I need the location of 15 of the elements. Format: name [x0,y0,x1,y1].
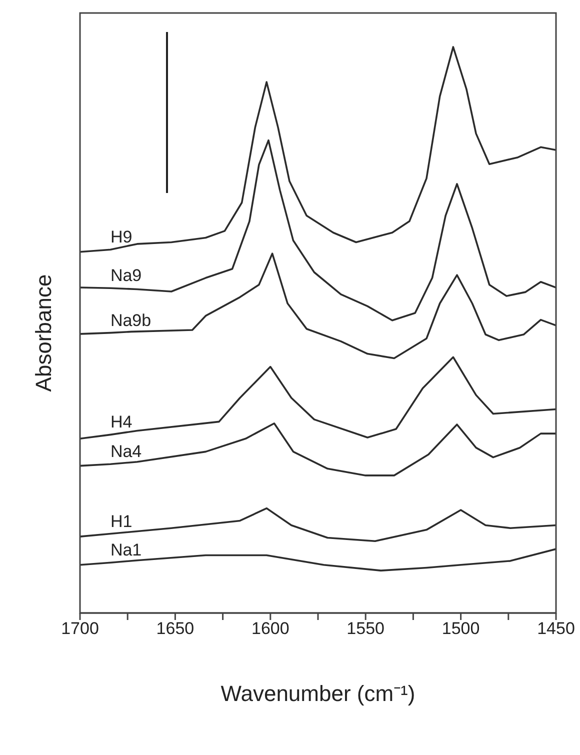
series-label: H1 [110,512,132,531]
x-tick-label: 1700 [61,619,99,638]
x-tick-label: 1600 [251,619,290,638]
x-axis-title: Wavenumber (cm⁻¹) [220,681,416,706]
x-tick-label: 1500 [442,619,480,638]
series-label: Na4 [110,442,142,462]
series-label: Na9 [110,266,142,286]
series-label: H9 [110,228,132,247]
series-label: H4 [110,412,132,432]
x-tick-label: 1550 [346,619,385,638]
x-tick-label: 1650 [156,619,194,638]
series-label: Na9b [110,310,152,330]
y-axis-title: Absorbance [31,274,57,392]
series-label: Na1 [110,540,142,560]
x-tick-label: 1450 [537,619,575,638]
